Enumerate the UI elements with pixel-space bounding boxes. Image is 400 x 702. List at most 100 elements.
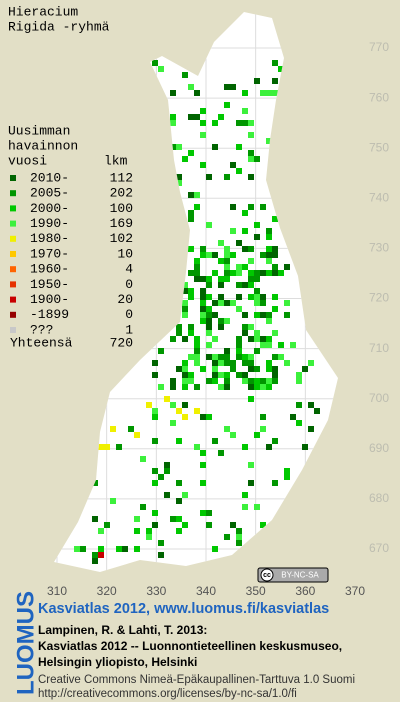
occurrence-square (236, 336, 242, 342)
occurrence-square (200, 366, 206, 372)
occurrence-square (206, 330, 212, 336)
occurrence-square (212, 546, 218, 552)
occurrence-square (248, 156, 254, 162)
occurrence-square (170, 144, 176, 150)
occurrence-square (254, 156, 260, 162)
occurrence-square (152, 468, 158, 474)
occurrence-square (152, 414, 158, 420)
legend-heading: havainnon (8, 138, 78, 153)
occurrence-square (236, 342, 242, 348)
occurrence-square (242, 282, 248, 288)
legend-swatch (10, 205, 16, 212)
legend-count: 102 (110, 231, 133, 246)
occurrence-square (194, 276, 200, 282)
occurrence-square (218, 294, 224, 300)
occurrence-square (254, 78, 260, 84)
citation: Helsingin yliopisto, Helsinki (38, 655, 197, 669)
occurrence-square (218, 450, 224, 456)
x-label: 370 (345, 584, 365, 598)
occurrence-square (242, 120, 248, 126)
occurrence-square (92, 558, 98, 564)
occurrence-square (248, 258, 254, 264)
footer-link[interactable]: Kasviatlas 2012, www.luomus.fi/kasviatla… (38, 601, 329, 617)
occurrence-square (272, 438, 278, 444)
occurrence-square (182, 336, 188, 342)
occurrence-square (110, 426, 116, 432)
occurrence-square (260, 294, 266, 300)
legend-heading: vuosi (8, 153, 47, 168)
y-label: 670 (369, 541, 389, 555)
occurrence-square (194, 408, 200, 414)
occurrence-square (122, 546, 128, 552)
occurrence-square (212, 270, 218, 276)
occurrence-square (80, 546, 86, 552)
occurrence-square (194, 348, 200, 354)
occurrence-square (224, 426, 230, 432)
occurrence-square (248, 384, 254, 390)
occurrence-square (200, 294, 206, 300)
occurrence-square (194, 336, 200, 342)
occurrence-square (248, 360, 254, 366)
occurrence-square (224, 270, 230, 276)
occurrence-square (272, 78, 278, 84)
occurrence-square (230, 366, 236, 372)
occurrence-square (206, 312, 212, 318)
title-line: Rigida -ryhmä (8, 19, 110, 34)
occurrence-square (266, 138, 272, 144)
occurrence-square (224, 276, 230, 282)
occurrence-square (158, 540, 164, 546)
occurrence-square (248, 336, 254, 342)
occurrence-square (182, 372, 188, 378)
occurrence-square (254, 270, 260, 276)
occurrence-square (248, 396, 254, 402)
occurrence-square (152, 522, 158, 528)
occurrence-square (200, 300, 206, 306)
occurrence-square (266, 234, 272, 240)
occurrence-square (206, 306, 212, 312)
occurrence-square (206, 282, 212, 288)
occurrence-square (272, 372, 278, 378)
occurrence-square (266, 336, 272, 342)
occurrence-square (272, 306, 278, 312)
occurrence-square (248, 270, 254, 276)
y-label: 750 (369, 140, 389, 154)
occurrence-square (284, 474, 290, 480)
occurrence-square (242, 246, 248, 252)
occurrence-square (188, 210, 194, 216)
occurrence-square (242, 264, 248, 270)
y-label: 740 (369, 190, 389, 204)
x-label: 320 (97, 584, 117, 598)
occurrence-square (206, 414, 212, 420)
occurrence-square (260, 300, 266, 306)
legend-count: 1 (125, 322, 133, 337)
occurrence-square (278, 270, 284, 276)
occurrence-square (200, 510, 206, 516)
occurrence-square (92, 480, 98, 486)
occurrence-square (218, 114, 224, 120)
occurrence-square (308, 360, 314, 366)
occurrence-square (188, 270, 194, 276)
legend-label: 1970- (30, 246, 69, 261)
occurrence-square (230, 162, 236, 168)
license-text: Creative Commons Nimeä-Epäkaupallinen-Ta… (38, 674, 355, 686)
occurrence-square (260, 342, 266, 348)
occurrence-square (188, 216, 194, 222)
occurrence-square (266, 444, 272, 450)
legend-swatch (10, 327, 16, 333)
occurrence-square (182, 414, 188, 420)
occurrence-square (236, 144, 242, 150)
occurrence-square (140, 456, 146, 462)
occurrence-square (206, 222, 212, 228)
occurrence-square (248, 378, 254, 384)
occurrence-square (230, 204, 236, 210)
occurrence-square (182, 288, 188, 294)
legend-swatch (10, 190, 16, 197)
occurrence-square (170, 384, 176, 390)
occurrence-square (176, 480, 182, 486)
occurrence-square (170, 378, 176, 384)
occurrence-square (224, 360, 230, 366)
occurrence-square (74, 546, 80, 552)
occurrence-square (260, 90, 266, 96)
occurrence-square (218, 384, 224, 390)
occurrence-square (200, 132, 206, 138)
